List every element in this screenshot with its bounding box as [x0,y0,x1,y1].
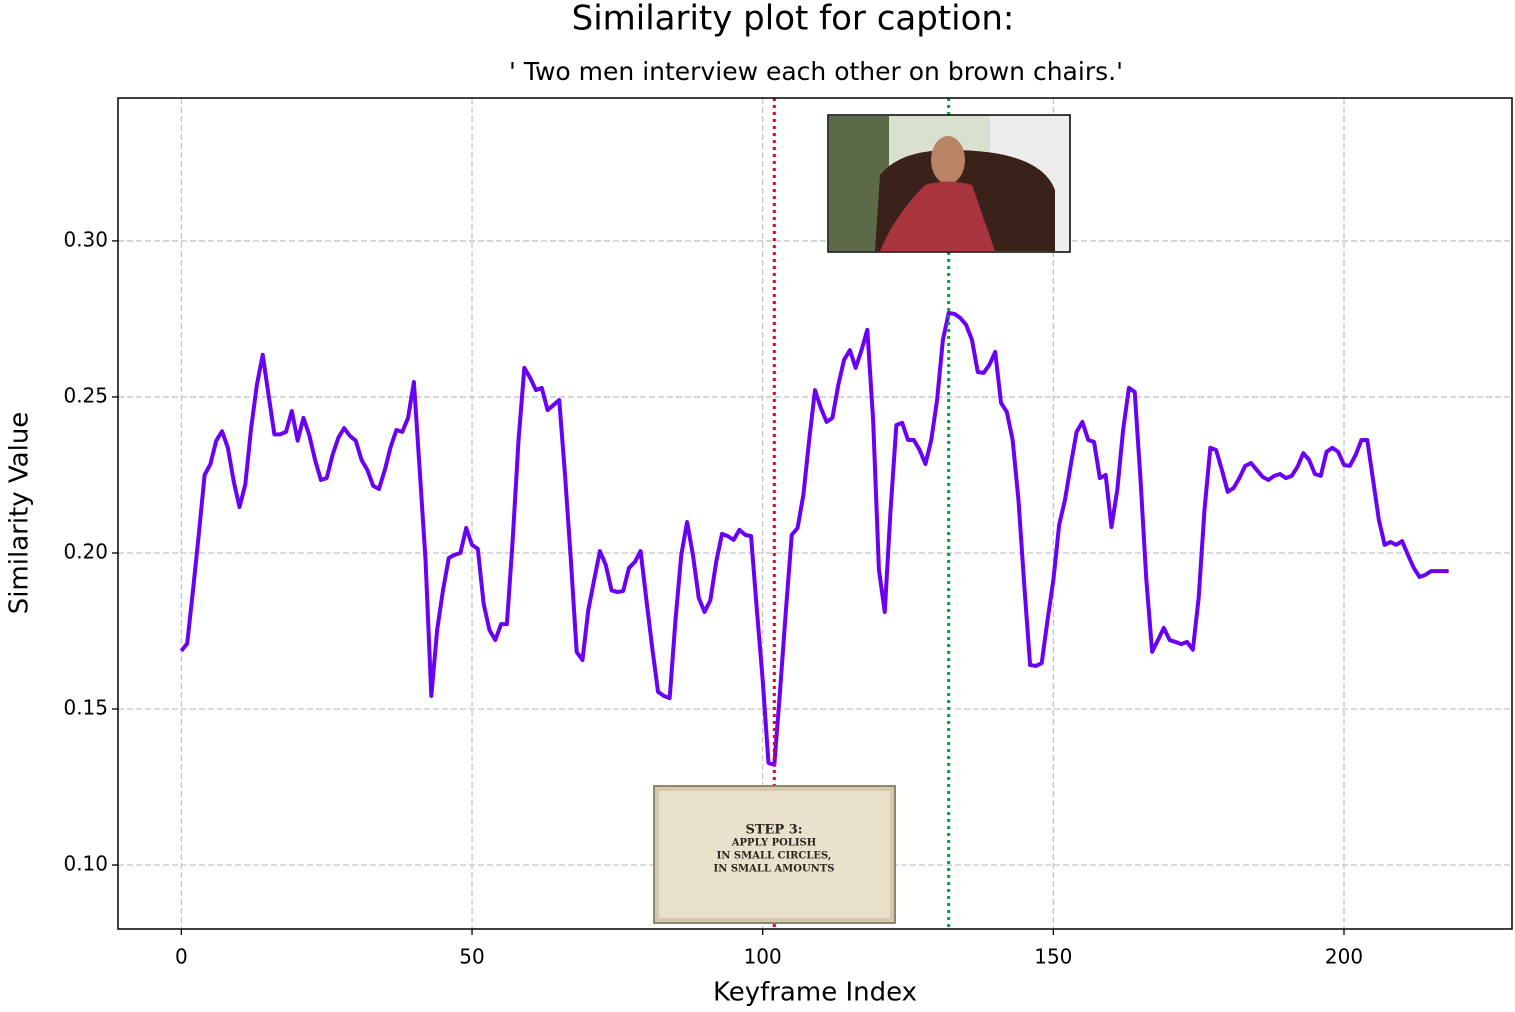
x-tick-label: 100 [744,945,782,969]
chart-title: Similarity plot for caption: [572,0,1015,39]
image-text: IN SMALL CIRCLES, [717,851,832,862]
image-vignette [653,785,896,924]
thumbnail-bottom: STEP 3:APPLY POLISH IN SMALL CIRCLES, IN S… [653,785,896,924]
y-tick-label: 0.25 [63,383,108,407]
series-line [179,311,1449,767]
y-tick-label: 0.30 [63,227,108,251]
chart-subtitle: ' Two men interview each other on brown … [509,57,1123,86]
y-axis-label: Similarity Value [5,412,35,615]
y-tick-label: 0.15 [63,696,108,720]
x-tick-label: 50 [459,945,484,969]
plot-area [179,98,1449,929]
x-tick-label: 0 [175,945,188,969]
x-axis-label: Keyframe Index [713,978,917,1008]
x-tick-label: 200 [1325,945,1363,969]
image-frame [653,785,896,924]
image-shirt [880,181,995,251]
plot-frame [117,97,1513,930]
image-text: STEP 3: [745,823,802,838]
grid: 0 50 100 150 200 0.10 0.15 0.20 0.25 0.30 [63,98,1512,969]
image-head [931,136,965,184]
thumbnail-top [827,114,1071,253]
image-text: APPLY POLISH [731,838,816,849]
y-tick-label: 0.10 [63,852,108,876]
x-tick-label: 150 [1034,945,1072,969]
y-tick-label: 0.20 [63,539,108,563]
image-text: IN SMALL AMOUNTS [714,864,835,875]
